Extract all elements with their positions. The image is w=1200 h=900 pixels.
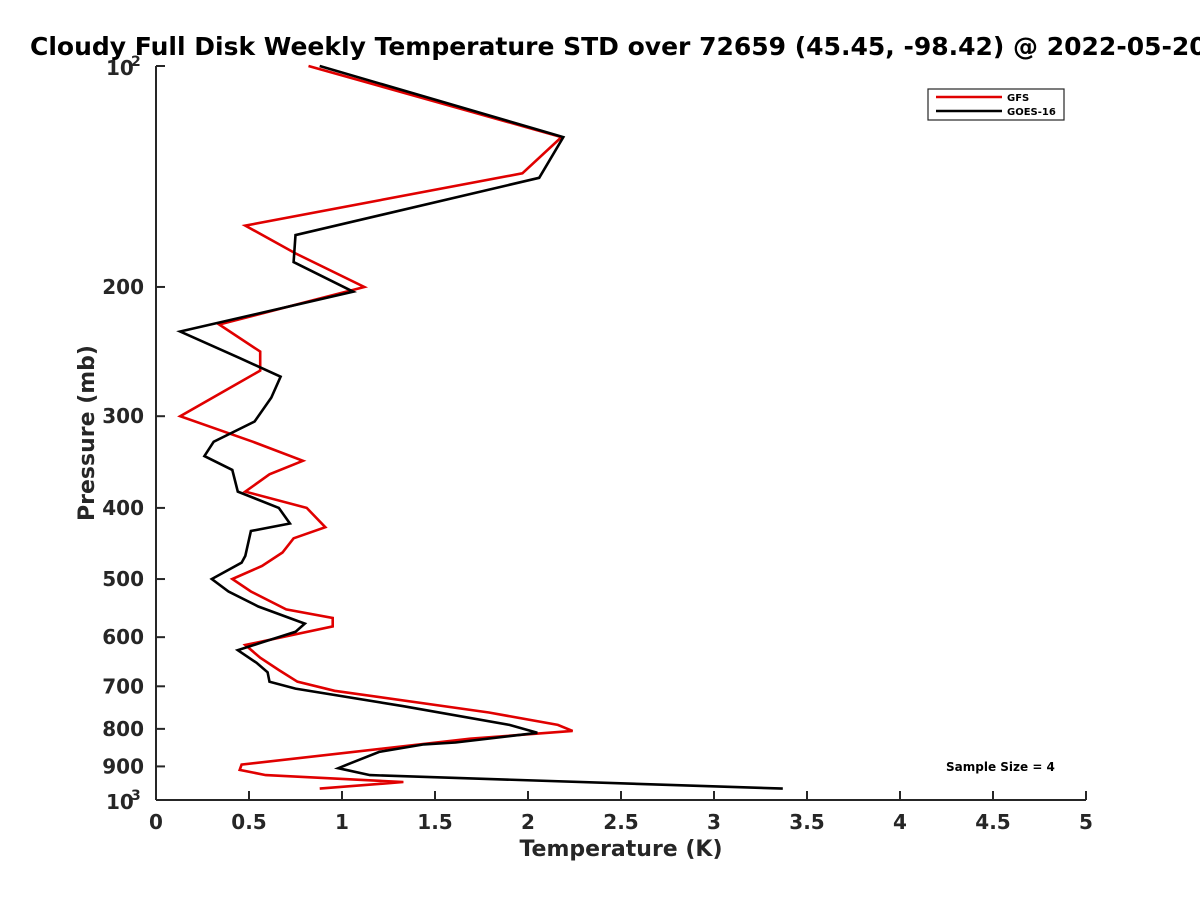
- series-line-goes16: [176, 64, 783, 790]
- y-tick-label-power: 103: [106, 788, 141, 814]
- y-tick-label-base: 10: [106, 790, 134, 814]
- y-tick-label: 900: [102, 754, 144, 778]
- y-tick-label-power: 102: [106, 54, 141, 80]
- y-tick-label: 400: [102, 496, 144, 520]
- x-ticks: 0 0.5 1 1.5 2 2.5 3 3.5 4 4.5 5: [149, 791, 1093, 834]
- x-tick-label: 1: [335, 810, 349, 834]
- x-tick-label: 1.5: [417, 810, 452, 834]
- x-axis-label: Temperature (K): [519, 837, 722, 862]
- chart-title: Cloudy Full Disk Weekly Temperature STD …: [30, 32, 1200, 61]
- y-tick-label: 600: [102, 625, 144, 649]
- legend-label-gfs: GFS: [1007, 93, 1029, 104]
- x-tick-label: 2: [521, 810, 535, 834]
- series-lines: [176, 64, 783, 790]
- x-tick-label: 2.5: [603, 810, 638, 834]
- y-tick-label-exponent: 2: [131, 54, 141, 70]
- y-tick-label-base: 10: [106, 56, 134, 80]
- x-tick-label: 0.5: [231, 810, 266, 834]
- series-line-gfs: [177, 64, 574, 790]
- x-tick-label: 4: [893, 810, 907, 834]
- y-tick-label: 800: [102, 717, 144, 741]
- x-tick-label: 3: [707, 810, 721, 834]
- x-tick-label: 5: [1079, 810, 1093, 834]
- legend: GFS GOES-16: [927, 88, 1065, 121]
- y-tick-label: 500: [102, 567, 144, 591]
- legend-box: [927, 88, 1065, 121]
- x-tick-label: 4.5: [975, 810, 1010, 834]
- y-tick-label-exponent: 3: [131, 788, 141, 804]
- y-tick-label: 200: [102, 275, 144, 299]
- y-axis-label: Pressure (mb): [75, 345, 100, 521]
- y-tick-label: 700: [102, 674, 144, 698]
- y-tick-label: 300: [102, 404, 144, 428]
- x-tick-label: 0: [149, 810, 163, 834]
- legend-label-goes16: GOES-16: [1007, 107, 1056, 118]
- sample-size-annotation: Sample Size = 4: [946, 760, 1055, 774]
- x-tick-label: 3.5: [789, 810, 824, 834]
